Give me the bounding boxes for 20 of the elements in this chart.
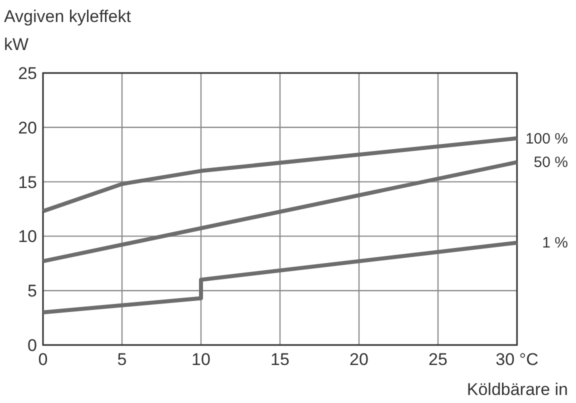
x-tick-label: 25 xyxy=(428,350,448,369)
x-tick-label: 15 xyxy=(270,350,290,369)
x-tick-label: 20 xyxy=(350,350,368,369)
x-tick-label: 30 °C xyxy=(496,350,538,369)
y-tick-label: 10 xyxy=(18,227,37,246)
y-axis-title: kW xyxy=(4,35,29,54)
y-tick-label: 5 xyxy=(28,282,37,301)
x-tick-label: 10 xyxy=(192,350,210,369)
line-series xyxy=(41,240,519,314)
series-label: 100 % xyxy=(525,130,568,148)
y-tick-label: 0 xyxy=(28,336,37,355)
y-tick-label: 15 xyxy=(18,172,37,192)
y-tick-label: 20 xyxy=(18,118,37,138)
chart-title: Avgiven kyleffekt xyxy=(4,7,132,26)
series-label: 50 % xyxy=(534,154,568,172)
series-label: 1 % xyxy=(542,234,568,252)
x-tick-label: 5 xyxy=(117,350,127,369)
line-series xyxy=(41,136,519,214)
y-tick-label: 25 xyxy=(18,64,37,83)
x-axis-title: Köldbärare in xyxy=(466,380,568,399)
